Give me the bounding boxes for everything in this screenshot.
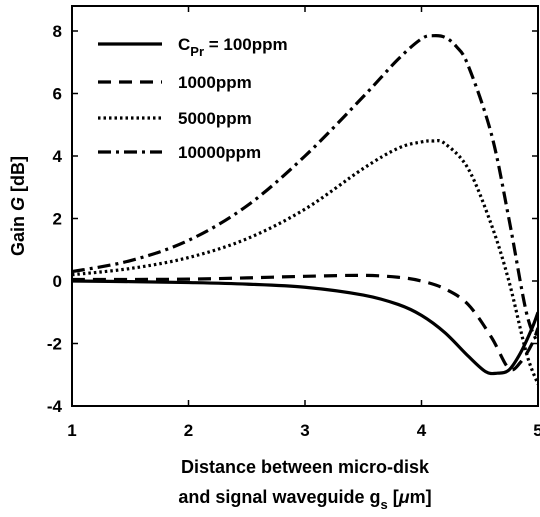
y-axis-title-unit: [dB] (8, 156, 28, 197)
y-tick-label: 0 (53, 272, 62, 291)
series-layer (72, 33, 538, 385)
y-tick-label: 4 (53, 147, 63, 166)
x-tick-label: 3 (300, 421, 309, 440)
ticks-layer: 1 2 3 4 5 -4 -2 0 2 4 6 8 (47, 6, 540, 440)
y-tick-label: 8 (53, 22, 62, 41)
x-axis-title-unit: m] (410, 487, 432, 507)
legend: CPr = 100ppm 1000ppm 5000ppm 10000ppm (98, 35, 288, 162)
series-line-4 (72, 33, 538, 345)
y-tick-label: -4 (47, 397, 63, 416)
x-tick-label: 5 (533, 421, 540, 440)
series-line-3 (72, 139, 538, 385)
plot-frame (71, 5, 539, 407)
series-line-1 (72, 279, 538, 376)
legend-label-4: 10000ppm (178, 143, 261, 162)
y-axis-title: Gain G [dB] (8, 156, 28, 256)
x-axis-title-line1: Distance between micro-disk (181, 457, 430, 477)
legend-label-1: CPr = 100ppm (178, 35, 288, 59)
x-tick-label: 1 (67, 421, 76, 440)
y-tick-label: 2 (53, 210, 62, 229)
y-tick-label: -2 (47, 335, 62, 354)
x-axis-title-text: and signal waveguide g (178, 487, 380, 507)
y-axis-title-text: Gain (8, 211, 28, 256)
x-tick-label: 2 (184, 421, 193, 440)
x-axis-title-bracket-open: [ (388, 487, 399, 507)
x-axis-title-subscript: s (380, 497, 387, 512)
x-tick-label: 4 (417, 421, 427, 440)
legend-label-2: 1000ppm (178, 73, 252, 92)
x-axis-title-line2: and signal waveguide gs [μm] (178, 487, 431, 512)
y-axis-title-italic: G (8, 197, 28, 211)
legend-label-3: 5000ppm (178, 109, 252, 128)
series-line-2 (72, 273, 538, 372)
y-tick-label: 6 (53, 85, 62, 104)
x-axis-title-mu: μ (398, 487, 410, 507)
